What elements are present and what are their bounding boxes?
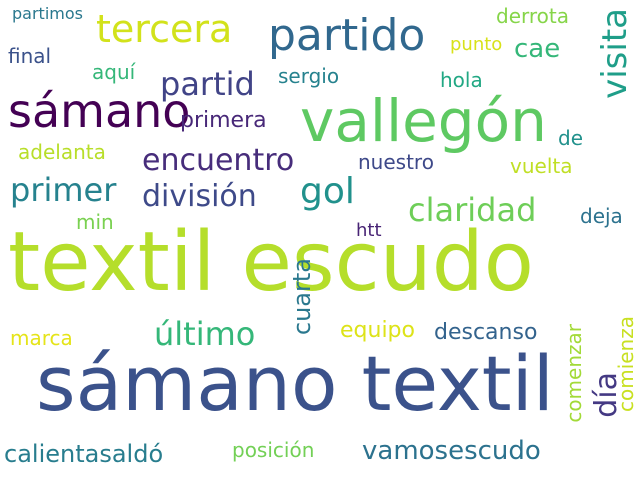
word-textil-escudo: textil escudo bbox=[8, 215, 534, 310]
word-encuentro: encuentro bbox=[142, 143, 295, 178]
word-derrota: derrota bbox=[496, 4, 569, 28]
word-primer: primer bbox=[10, 171, 117, 209]
word-samano: sámano bbox=[8, 84, 191, 138]
word-equipo: equipo bbox=[340, 318, 415, 343]
word-min: min bbox=[76, 210, 114, 234]
word-partido: partido bbox=[268, 10, 426, 61]
word-comenzar: comenzar bbox=[562, 324, 586, 423]
word-vallegon: vallegón bbox=[300, 87, 547, 155]
word-tercera: tercera bbox=[96, 7, 233, 51]
word-visita: visita bbox=[595, 8, 635, 99]
word-posicion: posición bbox=[232, 438, 315, 462]
word-partid: partid bbox=[160, 65, 255, 103]
word-cae: cae bbox=[514, 34, 561, 64]
word-claridad: claridad bbox=[408, 191, 537, 229]
word-htt: htt bbox=[356, 220, 382, 241]
word-division: división bbox=[142, 179, 257, 214]
word-final: final bbox=[8, 44, 52, 68]
word-gol: gol bbox=[300, 171, 355, 212]
word-descanso: descanso bbox=[434, 320, 538, 345]
word-primera: primera bbox=[180, 108, 267, 133]
word-comienza: comienza bbox=[614, 316, 638, 413]
word-ultimo: último bbox=[154, 315, 256, 353]
word-vuelta: vuelta bbox=[510, 154, 573, 178]
word-aqui: aquí bbox=[92, 60, 136, 84]
word-nuestro: nuestro bbox=[358, 150, 434, 174]
word-vamosescudo: vamosescudo bbox=[362, 436, 541, 466]
word-marca: marca bbox=[10, 326, 73, 350]
word-deja: deja bbox=[580, 204, 623, 228]
word-adelanta: adelanta bbox=[18, 140, 106, 164]
word-punto: punto bbox=[450, 34, 503, 55]
word-de: de bbox=[558, 126, 583, 150]
word-samano-textil: sámano textil bbox=[36, 339, 554, 428]
word-hola: hola bbox=[440, 68, 483, 92]
word-calientasaldo: calientasaldó bbox=[4, 440, 164, 468]
word-cuarta: cuarta bbox=[288, 258, 316, 336]
word-partimos: partimos bbox=[12, 4, 83, 23]
word-sergio: sergio bbox=[278, 64, 340, 88]
